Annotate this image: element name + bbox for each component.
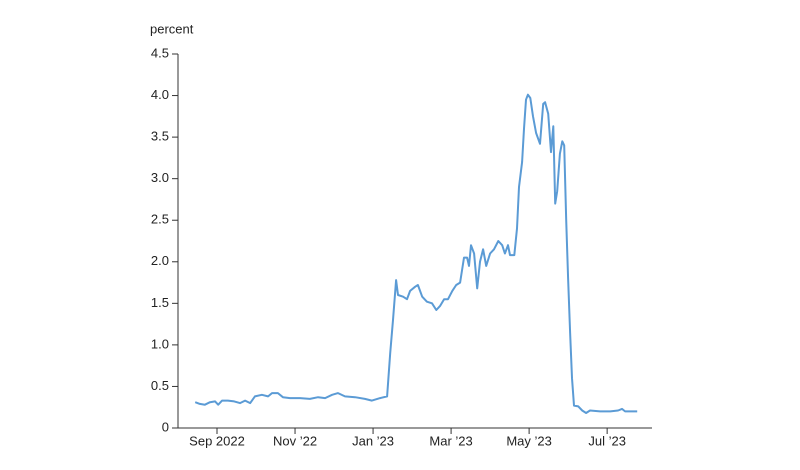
x-tick-label: Mar ’23: [429, 433, 472, 448]
y-tick-label: 1.0: [151, 336, 169, 351]
y-tick-label: 3.5: [151, 129, 169, 144]
x-tick-label: Jul ’23: [588, 433, 626, 448]
y-tick-label: 4.0: [151, 87, 169, 102]
y-tick-label: 4.5: [151, 45, 169, 60]
x-tick-label: Nov ’22: [273, 433, 317, 448]
x-tick-label: Jan ’23: [352, 433, 394, 448]
x-tick-label: Sep 2022: [189, 433, 245, 448]
y-tick-label: 0: [162, 419, 169, 434]
y-tick-label: 3.0: [151, 170, 169, 185]
y-axis-label: percent: [150, 21, 194, 36]
y-tick-label: 2.0: [151, 253, 169, 268]
y-tick-label: 2.5: [151, 212, 169, 227]
y-tick-label: 1.5: [151, 295, 169, 310]
y-tick-label: 0.5: [151, 378, 169, 393]
data-line: [194, 93, 638, 414]
x-tick-label: May ’23: [506, 433, 552, 448]
